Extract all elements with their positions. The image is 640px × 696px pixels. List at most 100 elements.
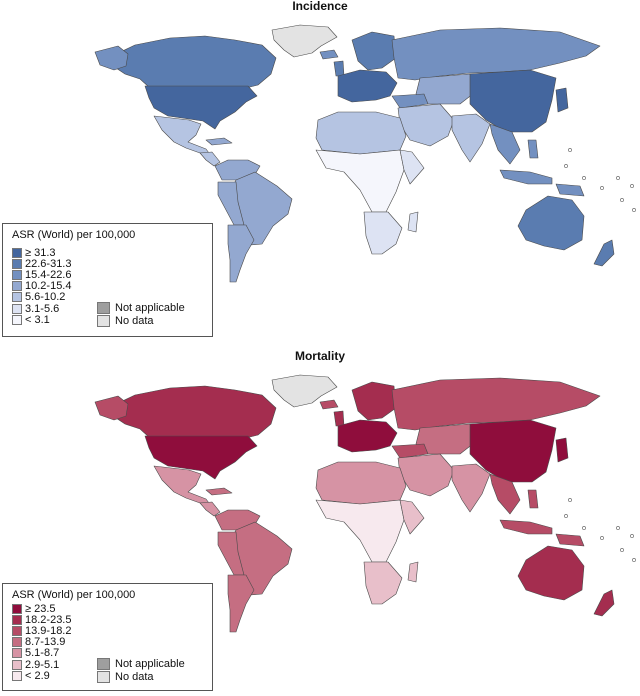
country-west-central-africa bbox=[315, 149, 405, 213]
country-southeast-asia bbox=[489, 123, 521, 165]
mortality-legend-entry-7: < 2.9 bbox=[12, 670, 50, 682]
country-cuba bbox=[205, 137, 233, 146]
country-middle-east bbox=[397, 103, 455, 147]
incidence-legend-entry-7: < 3.1 bbox=[12, 314, 50, 326]
island-marker bbox=[600, 186, 604, 190]
legend-swatch bbox=[12, 304, 22, 314]
country-alaska bbox=[94, 395, 129, 421]
country-mexico bbox=[153, 115, 210, 154]
country-greenland bbox=[271, 24, 338, 58]
country-southern-africa bbox=[363, 211, 403, 255]
legend-label: 5.1-8.7 bbox=[25, 647, 60, 659]
legend-swatch bbox=[12, 281, 22, 291]
island-marker bbox=[568, 498, 572, 502]
legend-label: 18.2-23.5 bbox=[25, 614, 72, 626]
incidence-legend: ASR (World) per 100,000 ≥ 31.3 22.6-31.3… bbox=[2, 223, 213, 337]
island-marker bbox=[616, 526, 620, 530]
island-marker bbox=[568, 148, 572, 152]
incidence-legend-entry-1: ≥ 31.3 bbox=[12, 248, 56, 259]
country-mexico bbox=[153, 465, 210, 504]
country-central-america bbox=[199, 501, 221, 517]
mortality-legend-entry-5: 5.1-8.7 bbox=[12, 647, 60, 659]
mortality-legend-entry-6: 2.9-5.1 bbox=[12, 660, 59, 671]
country-turkey-caucasus bbox=[391, 93, 429, 109]
country-iceland bbox=[319, 399, 339, 410]
country-alaska bbox=[94, 45, 129, 71]
no-data-entry: No data bbox=[97, 315, 154, 327]
mortality-legend-entry-2: 18.2-23.5 bbox=[12, 614, 72, 626]
no-data-entry: No data bbox=[97, 671, 154, 683]
legend-label: 10.2-15.4 bbox=[25, 280, 72, 292]
legend-swatch bbox=[12, 248, 22, 258]
legend-swatch bbox=[12, 626, 22, 636]
country-india bbox=[451, 463, 491, 513]
mortality-legend-entry-3: 13.9-18.2 bbox=[12, 625, 72, 637]
country-australia bbox=[517, 195, 585, 251]
country-west-central-africa bbox=[315, 499, 405, 563]
country-new-guinea bbox=[555, 533, 585, 547]
legend-swatch bbox=[12, 671, 22, 681]
country-middle-east bbox=[397, 453, 455, 497]
country-east-africa bbox=[399, 149, 425, 185]
legend-swatch bbox=[12, 604, 22, 614]
no-data-swatch bbox=[97, 671, 110, 683]
not-applicable-label: Not applicable bbox=[115, 302, 185, 314]
legend-label: 22.6-31.3 bbox=[25, 258, 72, 270]
country-iceland bbox=[319, 49, 339, 60]
island-marker bbox=[582, 176, 586, 180]
mortality-title: Mortality bbox=[294, 349, 345, 363]
island-marker bbox=[632, 558, 636, 562]
country-east-africa bbox=[399, 499, 425, 535]
island-marker bbox=[600, 536, 604, 540]
island-marker bbox=[620, 198, 624, 202]
country-scandinavia bbox=[351, 31, 397, 71]
country-scandinavia bbox=[351, 381, 397, 421]
legend-label: 13.9-18.2 bbox=[25, 625, 72, 637]
legend-label: < 3.1 bbox=[25, 314, 50, 326]
no-data-label: No data bbox=[115, 671, 154, 683]
incidence-legend-entry-3: 15.4-22.6 bbox=[12, 269, 72, 281]
country-new-zealand bbox=[593, 589, 615, 617]
mortality-legend-entry-1: ≥ 23.5 bbox=[12, 603, 56, 615]
legend-label: 15.4-22.6 bbox=[25, 269, 72, 281]
incidence-legend-title: ASR (World) per 100,000 bbox=[12, 229, 136, 241]
country-new-zealand bbox=[593, 239, 615, 267]
incidence-title: Incidence bbox=[292, 0, 348, 13]
country-china-mongolia bbox=[469, 69, 557, 133]
country-turkey-caucasus bbox=[391, 443, 429, 459]
country-philippines bbox=[527, 489, 539, 509]
country-japan-korea bbox=[555, 87, 569, 113]
legend-label: 5.6-10.2 bbox=[25, 291, 66, 303]
not-applicable-label: Not applicable bbox=[115, 658, 185, 670]
not-applicable-entry: Not applicable bbox=[97, 658, 185, 670]
country-uk bbox=[333, 60, 345, 77]
country-central-america bbox=[199, 151, 221, 167]
legend-swatch bbox=[12, 615, 22, 625]
legend-swatch bbox=[12, 270, 22, 280]
country-japan-korea bbox=[555, 437, 569, 463]
country-southern-africa bbox=[363, 561, 403, 605]
island-marker bbox=[564, 514, 568, 518]
country-madagascar bbox=[407, 211, 419, 233]
not-applicable-swatch bbox=[97, 302, 110, 314]
country-western-europe bbox=[337, 419, 398, 453]
country-usa bbox=[144, 85, 258, 130]
legend-label: < 2.9 bbox=[25, 670, 50, 682]
not-applicable-swatch bbox=[97, 658, 110, 670]
incidence-panel: Incidence ASR (World) per 100,000 ≥ 31.3… bbox=[0, 0, 640, 346]
incidence-legend-entry-2: 22.6-31.3 bbox=[12, 258, 72, 270]
island-marker bbox=[620, 548, 624, 552]
island-marker bbox=[582, 526, 586, 530]
no-data-label: No data bbox=[115, 315, 154, 327]
country-canada bbox=[109, 385, 277, 439]
legend-swatch bbox=[12, 648, 22, 658]
legend-label: ≥ 23.5 bbox=[25, 603, 56, 615]
country-indonesia bbox=[499, 519, 553, 535]
mortality-map bbox=[94, 374, 636, 633]
incidence-legend-entry-5: 5.6-10.2 bbox=[12, 291, 66, 303]
mortality-legend-entry-4: 8.7-13.9 bbox=[12, 637, 65, 648]
country-australia bbox=[517, 545, 585, 601]
legend-swatch bbox=[12, 660, 22, 670]
country-argentina-chile bbox=[227, 224, 255, 283]
incidence-legend-entry-4: 10.2-15.4 bbox=[12, 280, 72, 292]
